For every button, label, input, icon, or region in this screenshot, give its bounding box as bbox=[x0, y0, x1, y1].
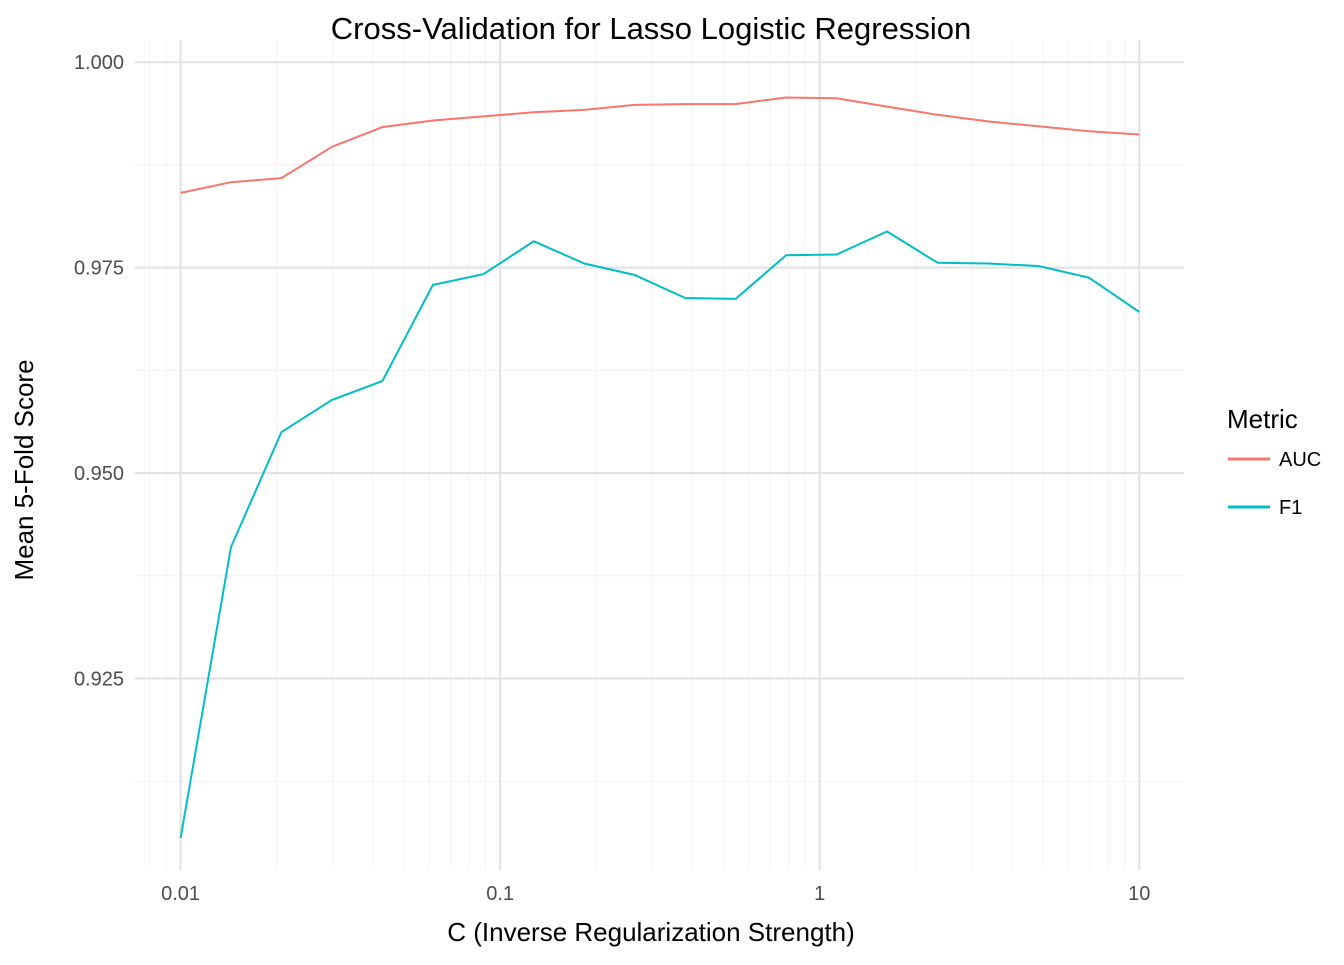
series-lines bbox=[179, 96, 1140, 839]
y-tick-label: 0.950 bbox=[74, 463, 124, 485]
legend-label-auc: AUC bbox=[1279, 449, 1321, 471]
y-tick-label: 0.925 bbox=[74, 669, 124, 691]
series-line-auc bbox=[180, 96, 1140, 194]
x-tick-label: 1 bbox=[814, 883, 825, 905]
grid bbox=[135, 40, 1184, 870]
x-tick-label: 0.1 bbox=[486, 883, 514, 905]
legend: Metric AUC F1 bbox=[1227, 404, 1321, 519]
tick-labels: 0.01 0.1 1 10 0.925 0.950 0.975 1.000 bbox=[74, 52, 1150, 905]
y-axis-label: Mean 5-Fold Score bbox=[9, 359, 39, 580]
series-line-f1 bbox=[179, 230, 1140, 839]
legend-label-f1: F1 bbox=[1279, 497, 1302, 519]
y-tick-label: 0.975 bbox=[74, 258, 124, 280]
x-tick-label: 0.01 bbox=[161, 883, 200, 905]
chart-title: Cross-Validation for Lasso Logistic Regr… bbox=[331, 11, 971, 46]
y-tick-label: 1.000 bbox=[74, 52, 124, 74]
x-axis-label: C (Inverse Regularization Strength) bbox=[447, 917, 855, 947]
legend-title: Metric bbox=[1227, 404, 1298, 434]
x-tick-label: 10 bbox=[1128, 883, 1150, 905]
